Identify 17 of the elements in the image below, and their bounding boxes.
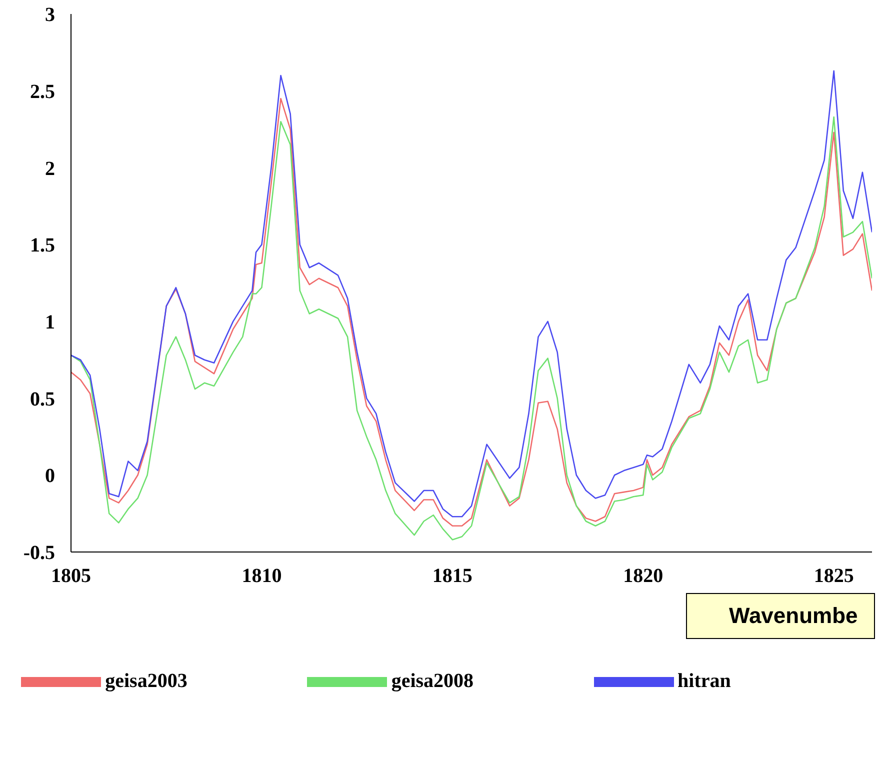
- y-tick-label: 1: [45, 312, 55, 334]
- x-tick-label: 1810: [242, 565, 282, 588]
- y-tick-label: 0: [45, 465, 55, 488]
- x-tick-label: 1825: [814, 565, 854, 588]
- y-tick-label: 2: [45, 158, 55, 180]
- text: Wavenumbe: [686, 593, 875, 639]
- y-tick-label: 0.5: [30, 388, 55, 410]
- x-tick-label: 1805: [51, 565, 91, 588]
- y-tick-label: -0.5: [23, 542, 55, 564]
- y-tick-label: 2.5: [30, 80, 55, 103]
- x-tick-label: 1815: [432, 565, 472, 588]
- legend-label: geisa2008: [391, 670, 474, 692]
- x-tick-label: 1820: [623, 565, 664, 588]
- legend-label: geisa2003: [105, 670, 188, 692]
- y-tick-label: 1.5: [30, 234, 55, 257]
- legend-label: hitran: [678, 670, 731, 692]
- y-tick-label: 3: [45, 4, 55, 26]
